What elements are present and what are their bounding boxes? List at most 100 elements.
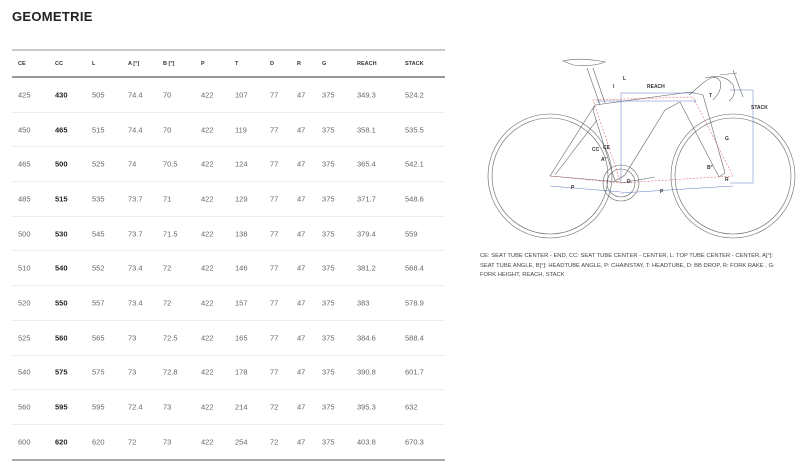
table-cell: 403.8 bbox=[357, 437, 376, 447]
table-cell: 568.4 bbox=[405, 263, 424, 273]
table-cell: 542.1 bbox=[405, 159, 424, 169]
frame bbox=[592, 91, 726, 182]
fork bbox=[688, 72, 738, 101]
table-row: 450 465 515 74.4 70 422 119 77 47 375 358.1 535.5 bbox=[12, 113, 445, 148]
label-i: I bbox=[613, 84, 615, 90]
table-cell: 73.4 bbox=[128, 298, 143, 308]
label-g: G bbox=[725, 136, 729, 142]
table-cell: 465 bbox=[18, 159, 31, 169]
table-cell: 47 bbox=[297, 159, 306, 169]
table-cell: 47 bbox=[297, 298, 306, 308]
label-t: T bbox=[709, 93, 712, 99]
table-cell: 72.8 bbox=[163, 367, 178, 377]
table-cell: 70 bbox=[163, 90, 172, 100]
dim-p bbox=[549, 185, 734, 194]
table-cell: 422 bbox=[201, 229, 214, 239]
table-cell: 77 bbox=[270, 229, 279, 239]
label-p-chainstay: P bbox=[571, 185, 575, 191]
table-cell: 422 bbox=[201, 333, 214, 343]
label-b: B° bbox=[707, 165, 713, 171]
table-cell: 72.4 bbox=[128, 402, 143, 412]
label-cc: CC bbox=[592, 147, 600, 153]
table-cell: 524.2 bbox=[405, 90, 424, 100]
table-cell: 77 bbox=[270, 298, 279, 308]
table-row: 500 530 545 73.7 71.5 422 138 77 47 375 379.4 559 bbox=[12, 217, 445, 252]
table-cell: 77 bbox=[270, 367, 279, 377]
label-stack: STACK bbox=[751, 105, 768, 111]
table-cell: 620 bbox=[92, 437, 105, 447]
table-cell: 559 bbox=[405, 229, 418, 239]
table-cell: 550 bbox=[55, 298, 68, 308]
table-cell: 670.3 bbox=[405, 437, 424, 447]
table-cell: 375 bbox=[322, 229, 335, 239]
table-cell: 525 bbox=[92, 159, 105, 169]
table-cell: 138 bbox=[235, 229, 248, 239]
geometry-legend: CE: SEAT TUBE CENTER - END, CC: SEAT TUB… bbox=[480, 253, 775, 278]
table-cell: 73.7 bbox=[128, 229, 143, 239]
column-header: A [°] bbox=[128, 60, 140, 67]
table-cell: 535 bbox=[92, 194, 105, 204]
table-cell: 510 bbox=[18, 263, 31, 273]
dim-l bbox=[597, 99, 696, 103]
table-cell: 379.4 bbox=[357, 229, 376, 239]
table-cell: 165 bbox=[235, 333, 248, 343]
table-cell: 450 bbox=[18, 125, 31, 135]
table-cell: 47 bbox=[297, 437, 306, 447]
label-r: R bbox=[725, 177, 729, 183]
table-cell: 565 bbox=[92, 333, 105, 343]
table-row: 465 500 525 74 70.5 422 124 77 47 375 365.4 542.1 bbox=[12, 147, 445, 183]
table-cell: 375 bbox=[322, 367, 335, 377]
column-header: P bbox=[201, 60, 205, 67]
table-cell: 500 bbox=[55, 159, 68, 169]
table-cell: 430 bbox=[55, 90, 68, 100]
table-cell: 73.4 bbox=[128, 263, 143, 273]
label-p: P bbox=[660, 189, 664, 195]
table-cell: 77 bbox=[270, 125, 279, 135]
table-cell: 47 bbox=[297, 402, 306, 412]
seatpost bbox=[586, 67, 606, 106]
column-header: T bbox=[235, 60, 239, 67]
table-cell: 540 bbox=[18, 367, 31, 377]
table-cell: 77 bbox=[270, 90, 279, 100]
table-cell: 552 bbox=[92, 263, 105, 273]
table-cell: 395.3 bbox=[357, 402, 376, 412]
table-cell: 74.4 bbox=[128, 125, 143, 135]
column-header: G bbox=[322, 60, 327, 67]
table-cell: 70 bbox=[163, 125, 172, 135]
table-cell: 77 bbox=[270, 333, 279, 343]
table-cell: 371.7 bbox=[357, 194, 376, 204]
column-header: L bbox=[92, 60, 96, 67]
table-cell: 74 bbox=[128, 159, 137, 169]
table-cell: 77 bbox=[270, 263, 279, 273]
column-header: CE bbox=[18, 60, 26, 67]
table-cell: 560 bbox=[55, 333, 68, 343]
table-cell: 381.2 bbox=[357, 263, 376, 273]
dim-reach bbox=[620, 92, 695, 183]
rear-wheel bbox=[487, 113, 613, 239]
table-cell: 72 bbox=[163, 263, 172, 273]
table-cell: 375 bbox=[322, 402, 335, 412]
table-cell: 146 bbox=[235, 263, 248, 273]
table-cell: 422 bbox=[201, 437, 214, 447]
table-cell: 124 bbox=[235, 159, 248, 169]
table-cell: 254 bbox=[235, 437, 248, 447]
table-cell: 422 bbox=[201, 402, 214, 412]
table-cell: 422 bbox=[201, 194, 214, 204]
table-cell: 557 bbox=[92, 298, 105, 308]
table-cell: 73 bbox=[128, 367, 137, 377]
table-cell: 595 bbox=[92, 402, 105, 412]
table-cell: 560 bbox=[18, 402, 31, 412]
table-cell: 358.1 bbox=[357, 125, 376, 135]
table-row: 425 430 505 74.4 70 422 107 77 47 375 349.3 524.2 bbox=[12, 78, 445, 113]
column-header: B [°] bbox=[163, 60, 175, 67]
table-cell: 129 bbox=[235, 194, 248, 204]
table-cell: 422 bbox=[201, 90, 214, 100]
crank bbox=[620, 176, 656, 184]
table-cell: 349.3 bbox=[357, 90, 376, 100]
table-cell: 530 bbox=[55, 229, 68, 239]
table-cell: 632 bbox=[405, 402, 418, 412]
table-cell: 214 bbox=[235, 402, 248, 412]
table-cell: 72 bbox=[270, 437, 279, 447]
table-cell: 107 bbox=[235, 90, 248, 100]
table-row: 520 550 557 73.4 72 422 157 77 47 375 383 578.9 bbox=[12, 286, 445, 321]
